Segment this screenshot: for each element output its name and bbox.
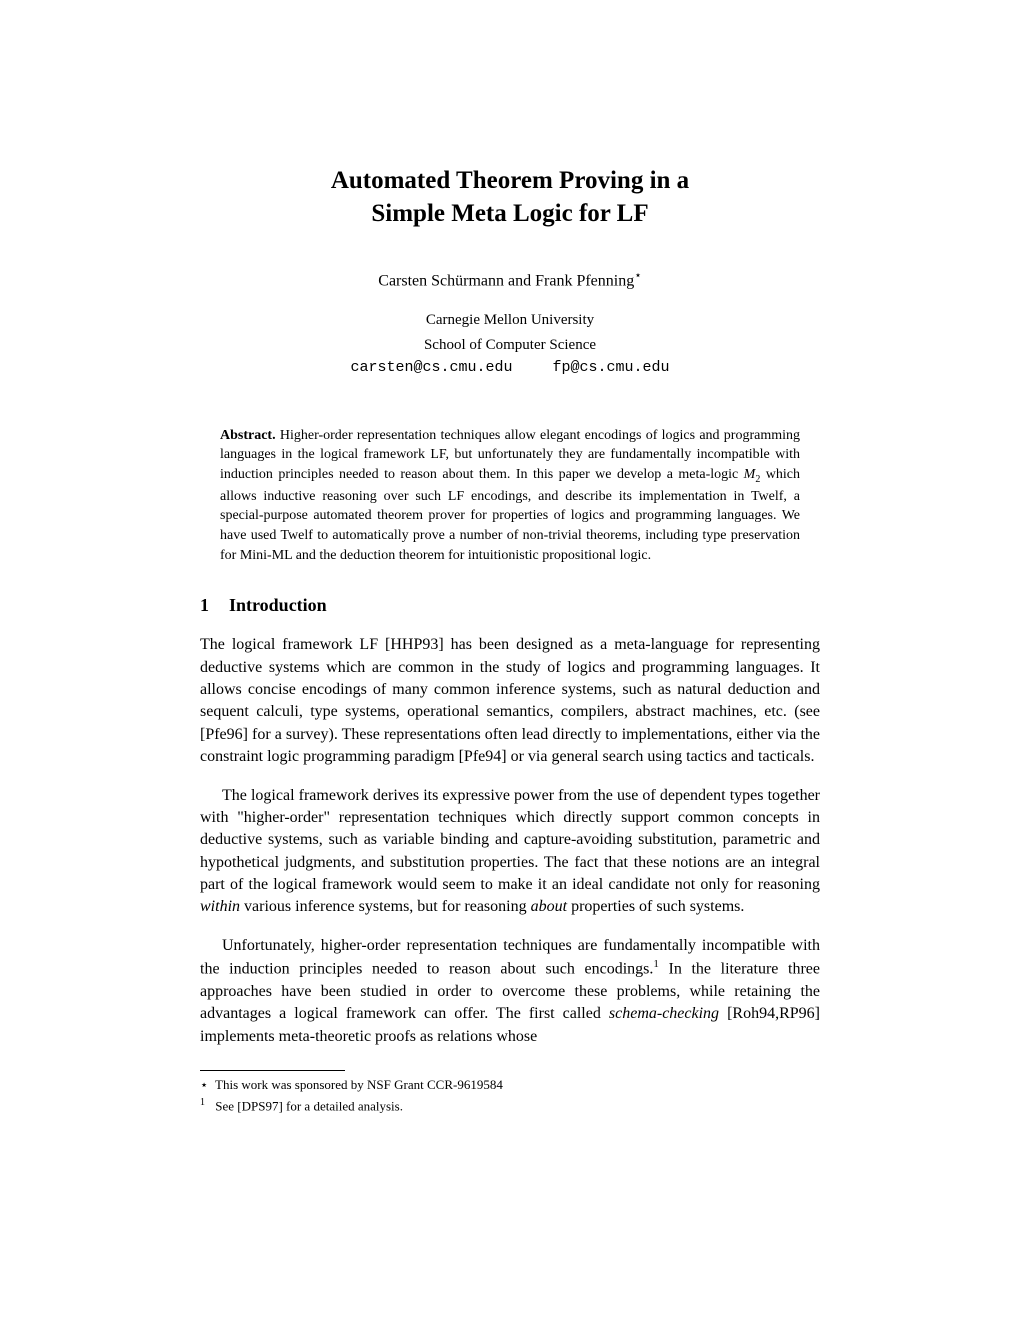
email-1: carsten@cs.cmu.edu xyxy=(350,359,512,376)
section-1-heading: 1 Introduction xyxy=(200,595,820,616)
section-1-number: 1 xyxy=(200,595,209,616)
footnote-star-marker: ⋆ xyxy=(200,1076,212,1094)
footnote-1-marker: 1 xyxy=(200,1096,212,1110)
paragraph-1: The logical framework LF [HHP93] has bee… xyxy=(200,634,820,768)
author-footnote-marker: ⋆ xyxy=(634,268,642,282)
paper-page: Automated Theorem Proving in a Simple Me… xyxy=(0,0,1020,1218)
footnote-separator xyxy=(200,1070,345,1071)
abstract-block: Abstract. Higher-order representation te… xyxy=(220,426,800,565)
affiliation-line-1: Carnegie Mellon University xyxy=(200,310,820,330)
para2-text-a: The logical framework derives its expres… xyxy=(200,787,820,894)
authors-text: Carsten Schürmann and Frank Pfenning xyxy=(378,272,634,289)
para2-text-c: properties of such systems. xyxy=(567,898,744,915)
abstract-label: Abstract. xyxy=(220,428,276,443)
paragraph-2: The logical framework derives its expres… xyxy=(200,785,820,919)
para2-text-b: various inference systems, but for reaso… xyxy=(240,898,531,915)
abstract-text-part-1: Higher-order representation techniques a… xyxy=(220,428,800,482)
section-1-title: Introduction xyxy=(229,595,327,615)
title-line-1: Automated Theorem Proving in a xyxy=(331,167,689,194)
author-emails: carsten@cs.cmu.edu fp@cs.cmu.edu xyxy=(200,359,820,376)
email-2: fp@cs.cmu.edu xyxy=(553,359,670,376)
meta-logic-symbol: M2 xyxy=(744,467,761,482)
title-line-2: Simple Meta Logic for LF xyxy=(371,200,648,227)
paragraph-3: Unfortunately, higher-order representati… xyxy=(200,935,820,1048)
affiliation-line-2: School of Computer Science xyxy=(200,335,820,355)
authors-line: Carsten Schürmann and Frank Pfenning⋆ xyxy=(200,268,820,290)
footnote-1: 1 See [DPS97] for a detailed analysis. xyxy=(200,1096,820,1116)
meta-logic-m: M xyxy=(744,467,756,482)
para2-about: about xyxy=(531,898,567,915)
para3-schema: schema-checking xyxy=(609,1005,719,1022)
footnote-star: ⋆ This work was sponsored by NSF Grant C… xyxy=(200,1076,820,1094)
para2-within: within xyxy=(200,898,240,915)
paper-title: Automated Theorem Proving in a Simple Me… xyxy=(200,165,820,230)
footnote-1-text: See [DPS97] for a detailed analysis. xyxy=(212,1099,403,1114)
footnote-star-text: This work was sponsored by NSF Grant CCR… xyxy=(212,1077,503,1092)
